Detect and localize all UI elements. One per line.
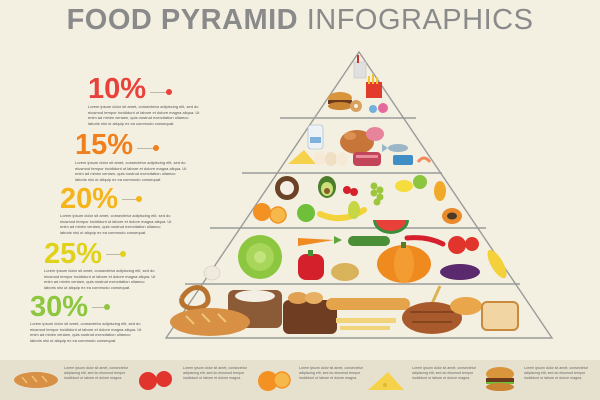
- potato-icon: [331, 263, 359, 281]
- level-2-percent: 15%: [75, 129, 134, 161]
- coconut-icon: [275, 176, 299, 200]
- cheese-icon: [288, 150, 316, 164]
- mango-icon: [434, 181, 446, 201]
- footer-item-2-text: Lorem ipsum dolor sit amet, consectetur …: [183, 366, 247, 380]
- level-1-leader: [150, 92, 168, 93]
- footer-item-1-text: Lorem ipsum dolor sit amet, consectetur …: [64, 366, 128, 380]
- shrimp-icon: [416, 156, 432, 163]
- pasta-icon: [336, 318, 396, 330]
- infographic-title: FOOD PYRAMID INFOGRAPHICS: [0, 4, 600, 37]
- garlic-icon: [203, 265, 221, 281]
- red-pepper-icon: [404, 235, 446, 247]
- level-2-dot: [153, 145, 159, 151]
- title-bold: FOOD PYRAMID: [66, 4, 299, 36]
- level-1-percent: 10%: [88, 73, 147, 105]
- bread-icon: [14, 372, 58, 388]
- cheese-icon: [368, 372, 404, 390]
- meat-icon: [353, 152, 381, 166]
- bread-loaf-icon: [170, 308, 250, 336]
- pumpkin-icon: [377, 242, 431, 283]
- toast-bread-icon: [481, 301, 519, 331]
- tier-2-protein-dairy: [288, 124, 432, 166]
- cucumber-icon: [348, 236, 390, 246]
- footer-item-5-text: Lorem ipsum dolor sit amet, consectetur …: [524, 366, 588, 380]
- pear-icon: [348, 201, 360, 219]
- rolls-icon: [288, 292, 323, 304]
- level-2-leader: [137, 148, 155, 149]
- tier-1-fast-food: [328, 55, 388, 113]
- round-bread-icon: [402, 302, 462, 334]
- level-3-leader: [122, 199, 138, 200]
- footer-strip: Lorem ipsum dolor sit amet, consectetur …: [0, 360, 600, 400]
- level-4-leader: [106, 254, 122, 255]
- level-1-text: Lorem ipsum dolor sit amet, consectetur …: [88, 104, 200, 126]
- banana-icon: [317, 207, 367, 222]
- level-5-dot: [104, 304, 110, 310]
- orange-icon: [258, 371, 291, 391]
- apple-icon: [413, 175, 427, 189]
- bell-pepper-icon: [298, 250, 324, 280]
- level-1-dot: [166, 89, 172, 95]
- cabbage-icon: [238, 235, 282, 279]
- eggs-icon: [314, 151, 348, 166]
- level-4-percent: 25%: [44, 238, 103, 270]
- ham-icon: [366, 127, 384, 141]
- burger-icon: [328, 92, 352, 110]
- level-3-text: Lorem ipsum dolor sit amet, consectetur …: [60, 213, 172, 235]
- avocado-icon: [318, 176, 336, 198]
- sardine-can-icon: [393, 155, 413, 165]
- eggplant-icon: [440, 264, 480, 280]
- lemon-icon: [395, 180, 413, 192]
- fish-icon: [382, 144, 408, 152]
- pyramid-outline: [164, 50, 554, 339]
- footer-icons: [14, 367, 514, 391]
- donut-icon: [350, 100, 362, 112]
- orange-icon: [253, 203, 271, 221]
- level-3-percent: 20%: [60, 183, 119, 215]
- corn-icon: [487, 249, 507, 279]
- tier-3-fruits: [253, 175, 462, 234]
- tomato-icon: [139, 371, 172, 390]
- fries-icon: [366, 74, 382, 98]
- tier-5-grains: [170, 285, 519, 336]
- tier-4-vegetables: [203, 235, 507, 283]
- grapes-icon: [370, 182, 384, 206]
- footer-item-4-text: Lorem ipsum dolor sit amet, consectetur …: [412, 366, 476, 380]
- level-4-text: Lorem ipsum dolor sit amet, consectetur …: [44, 268, 156, 290]
- carrot-icon: [298, 236, 342, 246]
- title-light: INFOGRAPHICS: [306, 4, 534, 36]
- chicken-icon: [340, 130, 374, 154]
- papaya-icon: [442, 208, 462, 224]
- baguette-icon: [326, 298, 410, 310]
- cherries-icon: [343, 186, 358, 196]
- rye-bread-icon: [283, 300, 337, 334]
- milk-bottle-icon: [307, 124, 324, 150]
- lime-icon: [297, 204, 315, 222]
- level-3-dot: [136, 196, 142, 202]
- pretzel-icon: [179, 285, 211, 311]
- footer-item-3-text: Lorem ipsum dolor sit amet, consectetur …: [299, 366, 363, 380]
- watermelon-icon: [373, 220, 409, 234]
- level-4-dot: [120, 251, 126, 257]
- burger-icon: [486, 367, 514, 391]
- tomato-icon: [448, 236, 479, 254]
- level-5-percent: 30%: [30, 291, 89, 323]
- orange-slice-icon: [269, 206, 287, 224]
- candy-icon: [369, 103, 388, 113]
- level-5-leader: [92, 307, 106, 308]
- level-5-text: Lorem ipsum dolor sit amet, consectetur …: [30, 321, 142, 343]
- soda-cup-icon: [353, 55, 367, 79]
- level-2-text: Lorem ipsum dolor sit amet, consectetur …: [75, 160, 187, 182]
- croissant-icon: [450, 297, 482, 315]
